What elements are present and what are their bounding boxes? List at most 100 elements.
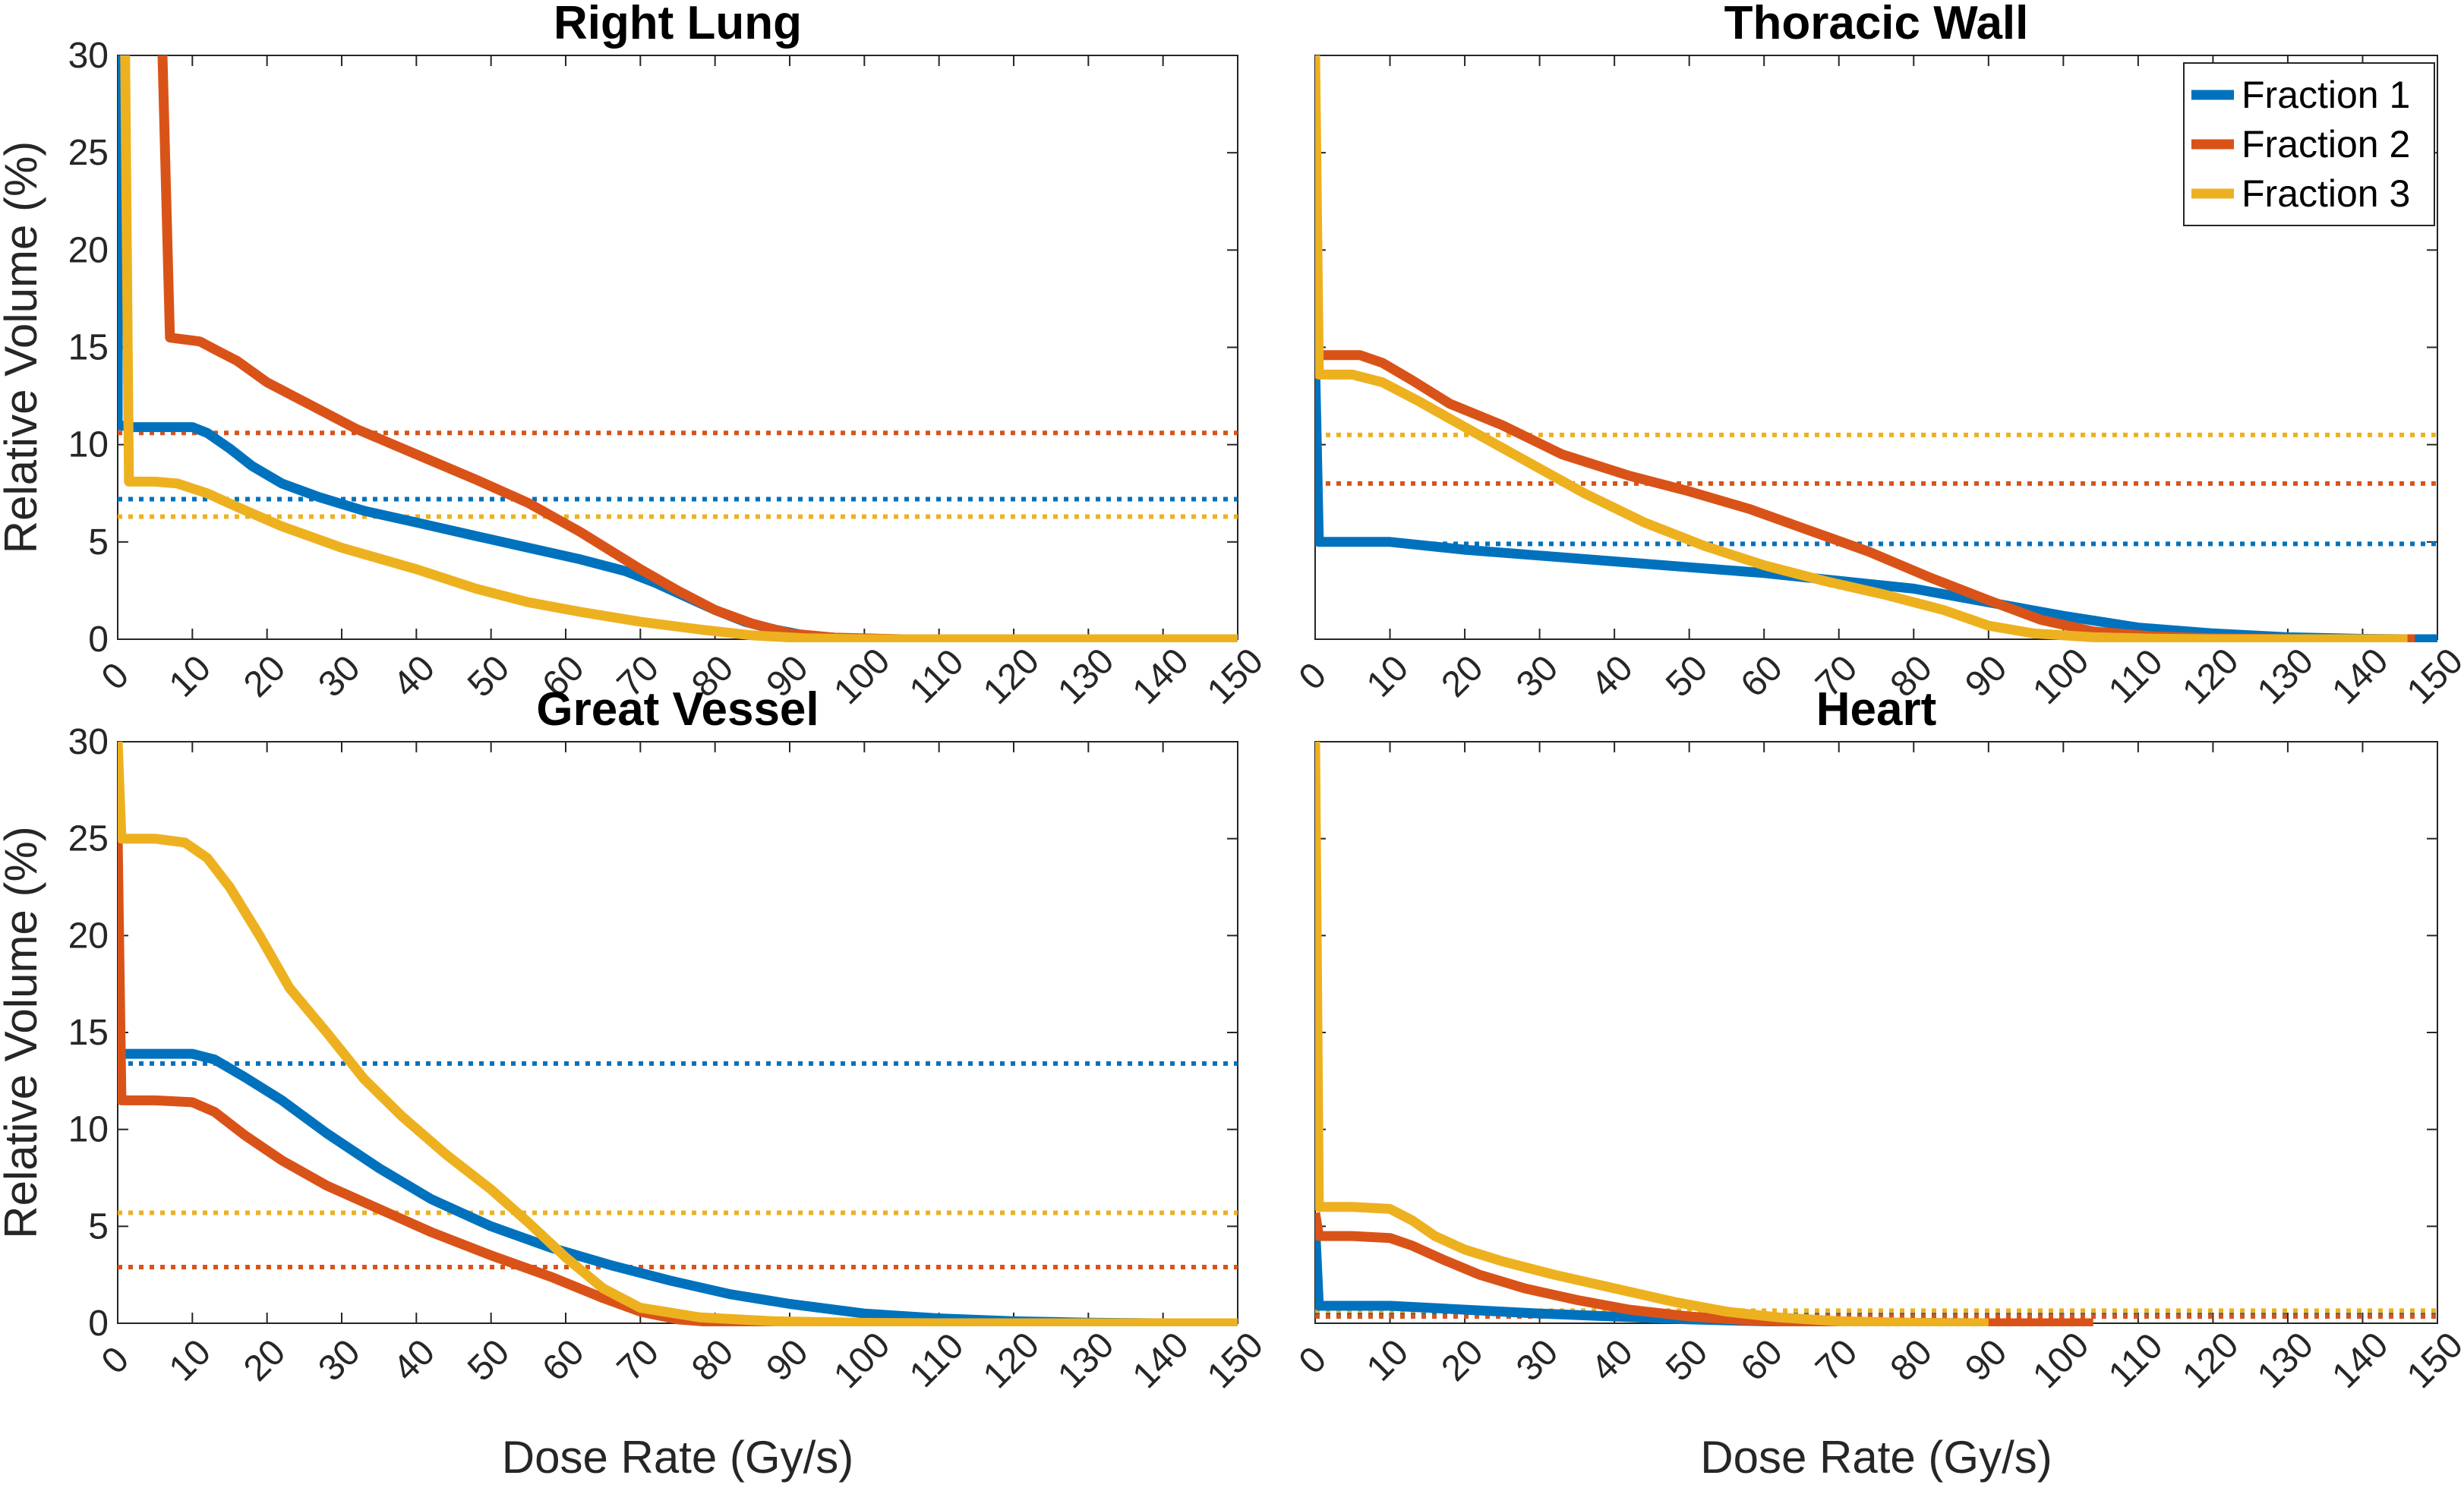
x-tick-label: 90: [1958, 1332, 2014, 1389]
legend-label-fraction-2: Fraction 2: [2242, 123, 2410, 166]
x-tick-label: 120: [976, 1325, 1047, 1396]
x-tick-label: 120: [2175, 1325, 2246, 1396]
series-line-fraction-1: [1315, 366, 2437, 642]
x-tick-label: 100: [2025, 1325, 2096, 1396]
panel-title: Great Vessel: [536, 683, 819, 736]
y-tick-label: 5: [88, 1206, 109, 1247]
series-line-fraction-2: [157, 55, 1238, 642]
y-tick-label: 30: [68, 722, 109, 762]
x-tick-label: 150: [2399, 1325, 2464, 1396]
axes-box: [1314, 741, 2438, 1324]
x-tick-label: 120: [976, 641, 1047, 712]
x-tick-label: 70: [1808, 1332, 1865, 1389]
x-tick-label: 90: [759, 1332, 816, 1389]
x-tick-label: 50: [1658, 648, 1715, 705]
x-tick-label: 60: [535, 1332, 592, 1389]
plot-area: [1315, 741, 2437, 1326]
x-tick-label: 50: [1658, 1332, 1715, 1389]
y-tick-label: 25: [68, 819, 109, 859]
series-line-fraction-3: [120, 55, 1238, 642]
x-tick-label: 40: [386, 1332, 443, 1389]
series-line-fraction-2: [118, 838, 828, 1326]
x-tick-label: 40: [1584, 648, 1641, 705]
x-tick-label: 20: [1434, 1332, 1491, 1389]
x-tick-label: 40: [386, 648, 443, 705]
x-tick-label: 130: [1050, 1325, 1122, 1396]
x-tick-label: 50: [460, 648, 517, 705]
x-tick-label: 110: [2101, 642, 2171, 711]
series-line-fraction-3: [1315, 55, 2408, 642]
plot-area: [1315, 55, 2437, 642]
y-tick-label: 30: [68, 36, 109, 76]
x-axis-label: Dose Rate (Gy/s): [502, 1432, 853, 1483]
x-tick-label: 110: [902, 1326, 972, 1395]
series-line-fraction-3: [1315, 741, 1989, 1326]
panel-title: Heart: [1816, 683, 1937, 736]
x-tick-label: 10: [1359, 1332, 1416, 1389]
y-tick-label: 20: [68, 230, 109, 270]
x-tick-label: 90: [1958, 648, 2014, 705]
x-tick-label: 0: [94, 655, 137, 698]
x-tick-label: 10: [1359, 648, 1416, 705]
x-tick-label: 10: [162, 1332, 219, 1389]
x-tick-label: 110: [902, 642, 972, 711]
x-tick-label: 0: [1292, 1339, 1334, 1382]
series-line-fraction-3: [118, 741, 1238, 1326]
x-tick-label: 40: [1584, 1332, 1641, 1389]
x-tick-label: 110: [2101, 1326, 2171, 1395]
x-tick-label: 150: [2399, 641, 2464, 712]
y-tick-label: 15: [68, 1013, 109, 1053]
x-tick-label: 20: [236, 648, 293, 705]
y-tick-label: 10: [68, 1110, 109, 1150]
x-tick-label: 0: [1292, 655, 1334, 698]
x-tick-label: 150: [1200, 641, 1271, 712]
x-tick-label: 30: [1509, 648, 1566, 705]
legend: Fraction 1 Fraction 2 Fraction 3: [2183, 62, 2435, 226]
x-tick-label: 80: [1883, 1332, 1940, 1389]
y-tick-label: 0: [88, 619, 109, 660]
x-tick-label: 120: [2175, 641, 2246, 712]
plot-area: [118, 55, 1238, 642]
panel-great-vessel: Great Vessel 0 5 10 15 20 25 30 0 10 20 30 40 50 60 70 8…: [0, 683, 1271, 1483]
y-tick-label: 15: [68, 328, 109, 368]
x-tick-label: 140: [1125, 1325, 1197, 1396]
x-tick-label: 60: [1734, 1332, 1790, 1389]
x-tick-label: 100: [826, 1325, 898, 1396]
panel-title: Thoracic Wall: [1724, 0, 2029, 49]
panel-title: Right Lung: [554, 0, 802, 49]
y-axis-label: Relative Volume (%): [0, 826, 46, 1239]
axes-box: [117, 741, 1238, 1324]
x-tick-label: 130: [1050, 641, 1122, 712]
axes-box: [117, 55, 1238, 640]
x-tick-label: 20: [1434, 648, 1491, 705]
x-tick-label: 100: [2025, 641, 2096, 712]
x-tick-label: 30: [1509, 1332, 1566, 1389]
x-tick-label: 30: [311, 648, 368, 705]
x-tick-label: 30: [311, 1332, 368, 1389]
x-tick-label: 100: [826, 641, 898, 712]
y-tick-label: 20: [68, 916, 109, 956]
legend-label-fraction-1: Fraction 1: [2242, 74, 2410, 116]
series-line-fraction-1: [118, 55, 1238, 642]
x-tick-label: 140: [2324, 641, 2396, 712]
y-tick-label: 25: [68, 133, 109, 173]
plot-area: [118, 741, 1238, 1326]
y-tick-label: 5: [88, 522, 109, 563]
legend-label-fraction-3: Fraction 3: [2242, 172, 2410, 215]
x-tick-label: 0: [94, 1339, 137, 1382]
y-axis-label: Relative Volume (%): [0, 141, 46, 554]
x-tick-label: 20: [236, 1332, 293, 1389]
x-tick-label: 10: [162, 648, 219, 705]
x-axis-label: Dose Rate (Gy/s): [1700, 1432, 2052, 1483]
x-tick-label: 130: [2250, 641, 2321, 712]
x-tick-label: 140: [1125, 641, 1197, 712]
y-tick-label: 10: [68, 425, 109, 465]
x-tick-label: 70: [610, 1332, 667, 1389]
panel-heart: Heart 0 10 20 30 40 50 60 70 80 90 100 110 120 130 140 1…: [1292, 683, 2464, 1483]
x-tick-label: 80: [684, 1332, 741, 1389]
x-tick-label: 50: [460, 1332, 517, 1389]
series-line-fraction-1: [118, 1048, 1238, 1326]
x-tick-label: 150: [1200, 1325, 1271, 1396]
